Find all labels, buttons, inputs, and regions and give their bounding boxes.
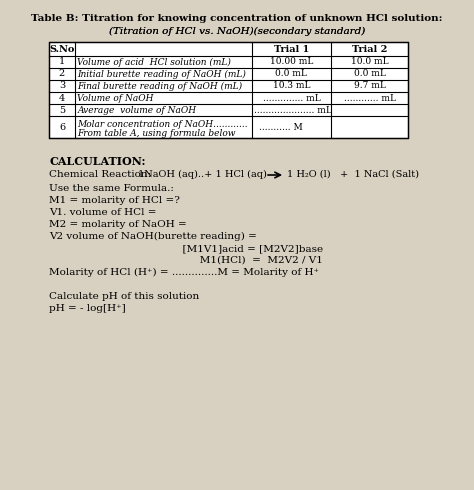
Text: ........... M: ........... M (259, 122, 302, 131)
Text: From table A, using formula below: From table A, using formula below (77, 129, 236, 138)
Text: Final burette reading of NaOH (mL): Final burette reading of NaOH (mL) (77, 81, 243, 91)
Text: ............ mL: ............ mL (344, 94, 396, 102)
Text: [M1V1]acid = [M2V2]base: [M1V1]acid = [M2V2]base (150, 244, 324, 253)
Text: Trial 1: Trial 1 (274, 45, 309, 53)
Text: M1 = molarity of HCl =?: M1 = molarity of HCl =? (49, 196, 180, 205)
Text: Volume of acid  HCl solution (mL): Volume of acid HCl solution (mL) (77, 57, 231, 67)
Text: Use the same Formula.:: Use the same Formula.: (49, 184, 174, 193)
Text: (Titration of HCl vs. NaOH)(secondary standard): (Titration of HCl vs. NaOH)(secondary st… (109, 27, 365, 36)
Text: pH = - log[H⁺]: pH = - log[H⁺] (49, 304, 126, 313)
Text: Volume of NaOH: Volume of NaOH (77, 94, 154, 102)
Text: (Titration of HCl vs. NaOH)(secondary standard): (Titration of HCl vs. NaOH)(secondary st… (109, 27, 365, 36)
Text: Calculate pH of this solution: Calculate pH of this solution (49, 292, 200, 301)
Bar (49, 42, 409, 138)
Text: V1. volume of HCl =: V1. volume of HCl = (49, 208, 157, 217)
Text: 2: 2 (59, 70, 65, 78)
Text: ..................... mL: ..................... mL (254, 105, 332, 115)
Text: 1 H₂O (l)   +  1 NaCl (Salt): 1 H₂O (l) + 1 NaCl (Salt) (287, 170, 419, 179)
Text: 1: 1 (59, 57, 65, 67)
Text: 10.3 mL: 10.3 mL (273, 81, 310, 91)
Text: 4: 4 (59, 94, 65, 102)
Text: 10.00 mL: 10.00 mL (270, 57, 313, 67)
Text: Molar concentration of NaOH............: Molar concentration of NaOH............ (77, 120, 248, 129)
Text: 6: 6 (59, 122, 65, 131)
Text: 9.7 mL: 9.7 mL (354, 81, 386, 91)
Text: M2 = molarity of NaOH =: M2 = molarity of NaOH = (49, 220, 187, 229)
Text: CALCULATION:: CALCULATION: (49, 156, 146, 167)
Text: 5: 5 (59, 105, 65, 115)
Text: Molarity of HCl (H⁺) = ..............M = Molarity of H⁺: Molarity of HCl (H⁺) = ..............M =… (49, 268, 319, 277)
Text: 3: 3 (59, 81, 65, 91)
Text: M1(HCl)  =  M2V2 / V1: M1(HCl) = M2V2 / V1 (151, 256, 323, 265)
Text: 1NaOH (aq)..+ 1 HCl (aq): 1NaOH (aq)..+ 1 HCl (aq) (138, 170, 267, 179)
Text: Chemical Reaction:: Chemical Reaction: (49, 170, 151, 179)
Text: 0.0 mL: 0.0 mL (354, 70, 386, 78)
Text: .............. mL: .............. mL (263, 94, 320, 102)
Text: S.No: S.No (49, 45, 75, 53)
Text: Trial 2: Trial 2 (352, 45, 388, 53)
Text: Initial burette reading of NaOH (mL): Initial burette reading of NaOH (mL) (77, 70, 246, 78)
Text: 10.0 mL: 10.0 mL (351, 57, 389, 67)
Text: V2 volume of NaOH(burette reading) =: V2 volume of NaOH(burette reading) = (49, 232, 257, 241)
Text: Average  volume of NaOH: Average volume of NaOH (77, 105, 197, 115)
Text: 0.0 mL: 0.0 mL (275, 70, 307, 78)
Text: Table B: Titration for knowing concentration of unknown HCl solution:: Table B: Titration for knowing concentra… (31, 14, 443, 23)
